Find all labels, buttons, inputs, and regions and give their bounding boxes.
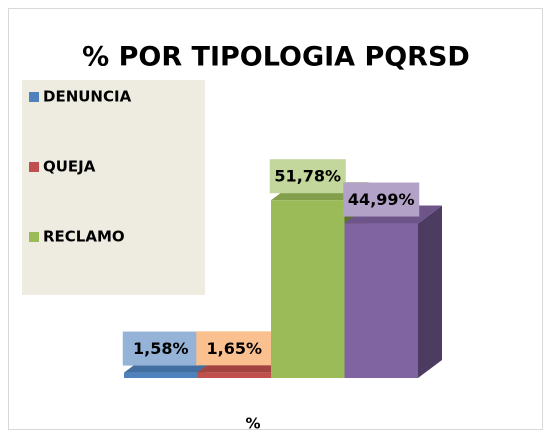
x-tick-label: %: [245, 415, 260, 433]
data-label-box: [122, 331, 199, 366]
legend-label: QUEJA: [43, 158, 96, 176]
legend-label: RECLAMO: [43, 228, 125, 246]
bar: [344, 223, 418, 378]
data-label: 44,99%: [348, 190, 415, 209]
chart-title: % POR TIPOLOGIA PQRSD: [82, 42, 470, 73]
legend-swatch: [29, 92, 39, 102]
data-label: 1,58%: [133, 339, 189, 358]
legend-label: DENUNCIA: [43, 88, 132, 106]
data-label: 51,78%: [274, 167, 341, 186]
data-label-box: [269, 159, 346, 194]
legend-swatch: [29, 162, 39, 172]
bar: [197, 372, 271, 378]
data-label-box: [196, 331, 273, 366]
bar: [124, 372, 198, 378]
legend-swatch: [29, 232, 39, 242]
bar-side: [418, 205, 442, 378]
bar: [271, 200, 345, 378]
legend-box: [22, 80, 205, 295]
data-label: 1,65%: [206, 339, 262, 358]
data-label-box: [343, 182, 420, 217]
